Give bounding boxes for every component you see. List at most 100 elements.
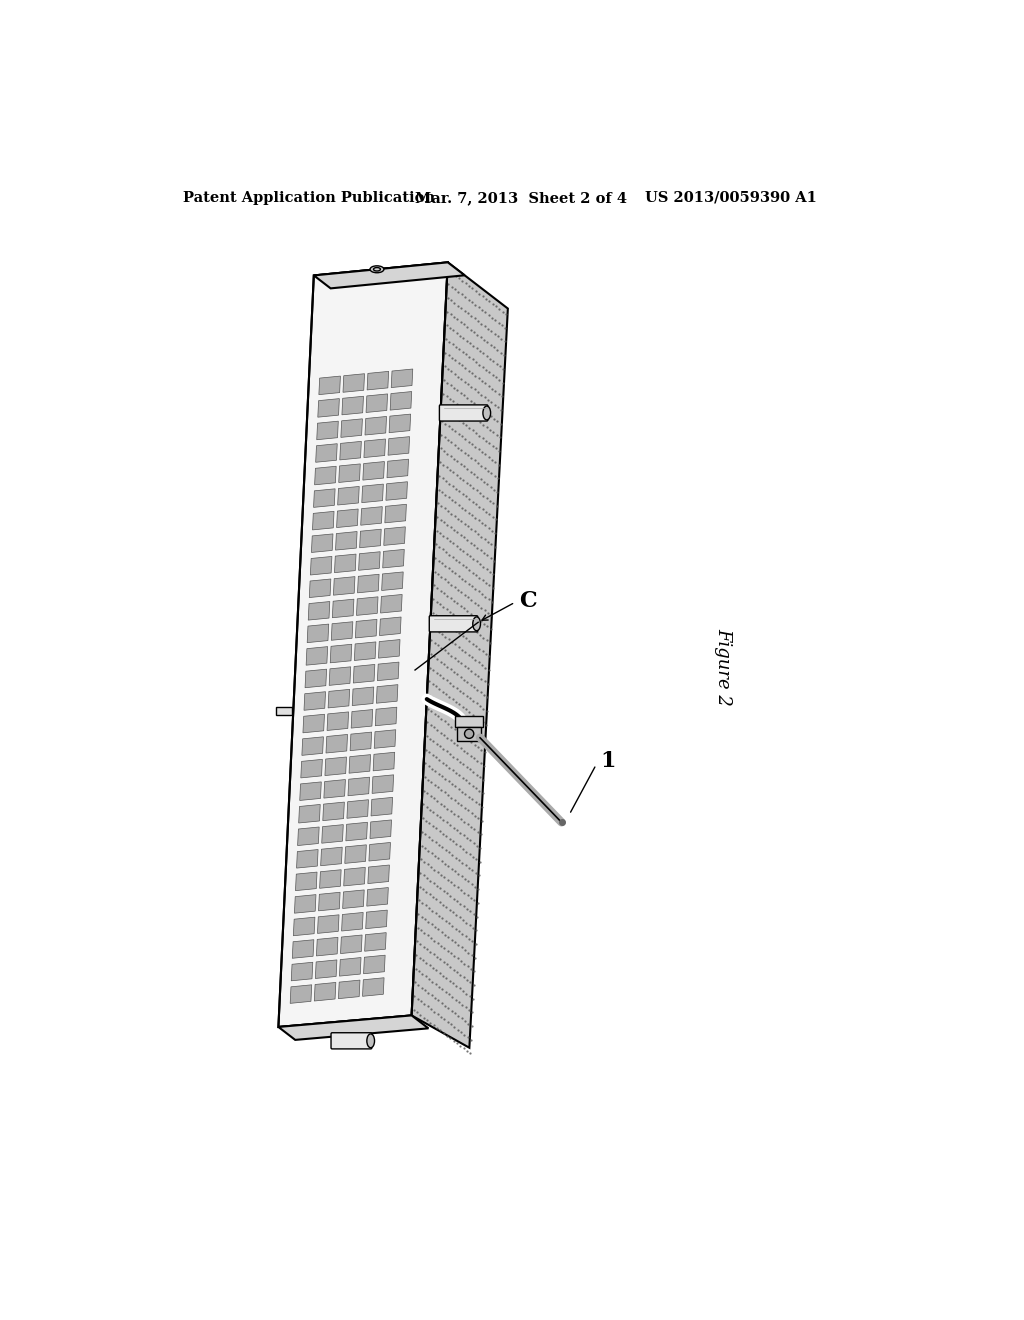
FancyBboxPatch shape bbox=[456, 715, 483, 727]
Polygon shape bbox=[326, 734, 347, 752]
Polygon shape bbox=[313, 488, 335, 507]
Polygon shape bbox=[359, 529, 381, 548]
Polygon shape bbox=[338, 979, 360, 999]
Polygon shape bbox=[279, 263, 447, 1027]
Polygon shape bbox=[330, 644, 352, 663]
Polygon shape bbox=[343, 374, 365, 392]
Polygon shape bbox=[300, 781, 322, 800]
Polygon shape bbox=[306, 647, 328, 665]
Polygon shape bbox=[303, 714, 325, 733]
Polygon shape bbox=[391, 370, 413, 388]
Polygon shape bbox=[342, 396, 364, 414]
Polygon shape bbox=[318, 376, 340, 395]
Polygon shape bbox=[339, 463, 360, 483]
Text: Mar. 7, 2013  Sheet 2 of 4: Mar. 7, 2013 Sheet 2 of 4 bbox=[416, 191, 628, 205]
Polygon shape bbox=[362, 462, 384, 480]
Polygon shape bbox=[327, 711, 348, 730]
Ellipse shape bbox=[473, 616, 480, 631]
Polygon shape bbox=[304, 692, 326, 710]
Polygon shape bbox=[347, 800, 369, 818]
Polygon shape bbox=[312, 511, 334, 529]
Polygon shape bbox=[313, 263, 465, 288]
Polygon shape bbox=[338, 487, 359, 506]
Polygon shape bbox=[317, 399, 339, 417]
Polygon shape bbox=[357, 574, 379, 593]
Polygon shape bbox=[350, 733, 372, 751]
Polygon shape bbox=[366, 909, 387, 929]
Polygon shape bbox=[290, 985, 311, 1003]
Polygon shape bbox=[308, 602, 330, 620]
FancyBboxPatch shape bbox=[439, 405, 487, 421]
Polygon shape bbox=[309, 579, 331, 598]
Polygon shape bbox=[318, 892, 340, 911]
Polygon shape bbox=[384, 527, 406, 545]
Polygon shape bbox=[310, 557, 332, 576]
Polygon shape bbox=[364, 440, 385, 458]
Polygon shape bbox=[380, 616, 401, 635]
Polygon shape bbox=[316, 937, 338, 956]
Polygon shape bbox=[353, 664, 375, 682]
Polygon shape bbox=[374, 730, 395, 748]
Polygon shape bbox=[360, 507, 382, 525]
FancyBboxPatch shape bbox=[429, 615, 478, 632]
Polygon shape bbox=[344, 867, 366, 886]
Polygon shape bbox=[295, 895, 316, 913]
Polygon shape bbox=[381, 594, 402, 612]
Polygon shape bbox=[369, 842, 390, 861]
Polygon shape bbox=[340, 441, 361, 459]
Polygon shape bbox=[342, 912, 364, 931]
Circle shape bbox=[465, 729, 474, 738]
Polygon shape bbox=[293, 917, 315, 936]
Polygon shape bbox=[365, 933, 386, 952]
Polygon shape bbox=[355, 619, 377, 638]
Polygon shape bbox=[368, 865, 389, 883]
Text: C: C bbox=[519, 590, 537, 611]
Polygon shape bbox=[366, 393, 388, 412]
Polygon shape bbox=[307, 624, 329, 643]
Polygon shape bbox=[321, 847, 342, 866]
Polygon shape bbox=[362, 978, 384, 997]
Polygon shape bbox=[311, 533, 333, 553]
Polygon shape bbox=[351, 710, 373, 729]
Polygon shape bbox=[352, 686, 374, 706]
Polygon shape bbox=[335, 554, 356, 573]
Polygon shape bbox=[302, 737, 324, 755]
Polygon shape bbox=[412, 263, 508, 1048]
Polygon shape bbox=[314, 982, 336, 1001]
FancyBboxPatch shape bbox=[276, 708, 292, 715]
Polygon shape bbox=[279, 1015, 428, 1040]
Polygon shape bbox=[373, 752, 394, 771]
Polygon shape bbox=[390, 392, 412, 411]
Polygon shape bbox=[385, 504, 407, 523]
Polygon shape bbox=[296, 873, 317, 891]
Polygon shape bbox=[305, 669, 327, 688]
Polygon shape bbox=[341, 418, 362, 437]
Polygon shape bbox=[387, 459, 409, 478]
Polygon shape bbox=[332, 622, 353, 640]
Polygon shape bbox=[314, 466, 336, 484]
FancyBboxPatch shape bbox=[331, 1032, 372, 1049]
Polygon shape bbox=[365, 416, 386, 436]
Polygon shape bbox=[292, 940, 313, 958]
Polygon shape bbox=[370, 820, 391, 838]
Polygon shape bbox=[297, 850, 318, 869]
Polygon shape bbox=[319, 870, 341, 888]
Polygon shape bbox=[299, 804, 321, 822]
Text: US 2013/0059390 A1: US 2013/0059390 A1 bbox=[645, 191, 817, 205]
Text: Patent Application Publication: Patent Application Publication bbox=[183, 191, 435, 205]
Polygon shape bbox=[389, 414, 411, 433]
Polygon shape bbox=[291, 962, 312, 981]
Polygon shape bbox=[378, 663, 399, 681]
Polygon shape bbox=[358, 552, 380, 570]
Polygon shape bbox=[367, 887, 388, 906]
Polygon shape bbox=[323, 803, 344, 821]
Polygon shape bbox=[324, 780, 345, 799]
Polygon shape bbox=[328, 689, 349, 708]
Polygon shape bbox=[375, 708, 397, 726]
Polygon shape bbox=[337, 510, 358, 528]
Ellipse shape bbox=[370, 265, 384, 273]
Polygon shape bbox=[382, 572, 403, 590]
Polygon shape bbox=[379, 640, 400, 659]
Polygon shape bbox=[325, 756, 346, 776]
FancyBboxPatch shape bbox=[457, 727, 481, 741]
